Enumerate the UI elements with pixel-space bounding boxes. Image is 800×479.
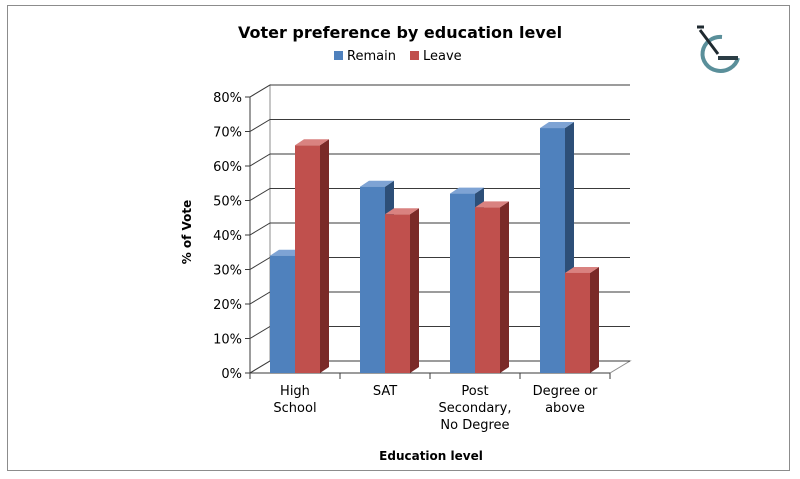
- legend-swatch-leave: [410, 51, 419, 60]
- bar-leave-1: [385, 208, 419, 373]
- bar-front: [360, 186, 385, 373]
- bar-front: [270, 255, 295, 373]
- legend-label-leave: Leave: [423, 49, 462, 64]
- bar-side: [590, 266, 599, 373]
- bar-top: [565, 266, 599, 273]
- chart-title: Voter preference by education level: [238, 23, 562, 42]
- y-tick-label: 20%: [213, 298, 242, 313]
- bar-top: [540, 122, 574, 129]
- x-axis-title: Education level: [379, 449, 483, 463]
- x-category-label: SAT: [373, 384, 397, 399]
- bar-front: [450, 193, 475, 373]
- bar-leave-3: [565, 266, 599, 373]
- bar-top: [475, 201, 509, 208]
- x-category-label: Degree or above: [533, 384, 598, 416]
- gridline: [249, 188, 630, 201]
- x-category-label: Post Secondary, No Degree: [439, 384, 512, 433]
- y-axis-title: % of Vote: [180, 200, 194, 265]
- gridline: [249, 222, 630, 236]
- legend-label-remain: Remain: [347, 49, 396, 64]
- y-tick-label: 0%: [221, 367, 242, 382]
- stylized-g-logo-icon: [697, 25, 740, 73]
- bar-front: [475, 207, 500, 373]
- bar-top: [360, 180, 394, 187]
- y-tick-label: 60%: [213, 160, 242, 175]
- bar-side: [410, 208, 419, 373]
- legend-swatch-remain: [334, 51, 343, 60]
- y-tick-label: 80%: [213, 91, 242, 106]
- bar-side: [500, 201, 509, 373]
- y-tick-label: 70%: [213, 126, 242, 141]
- bar-front: [565, 272, 590, 373]
- legend: Remain Leave: [334, 49, 462, 64]
- bar-side: [320, 139, 329, 373]
- x-category-label: High School: [273, 384, 316, 416]
- gridline: [249, 153, 630, 167]
- bar-top: [295, 139, 329, 146]
- y-tick-label: 30%: [213, 264, 242, 279]
- y-tick-label: 10%: [213, 333, 242, 348]
- bar-top: [385, 208, 419, 215]
- y-tick-label: 50%: [213, 195, 242, 210]
- bar-front: [540, 128, 565, 373]
- bar-leave-2: [475, 201, 509, 373]
- gridline: [249, 84, 630, 98]
- y-tick-label: 40%: [213, 229, 242, 244]
- bar-front: [295, 145, 320, 373]
- gridline: [249, 119, 630, 132]
- bar-front: [385, 214, 410, 373]
- bar-leave-0: [295, 139, 329, 373]
- bar-top: [450, 187, 484, 194]
